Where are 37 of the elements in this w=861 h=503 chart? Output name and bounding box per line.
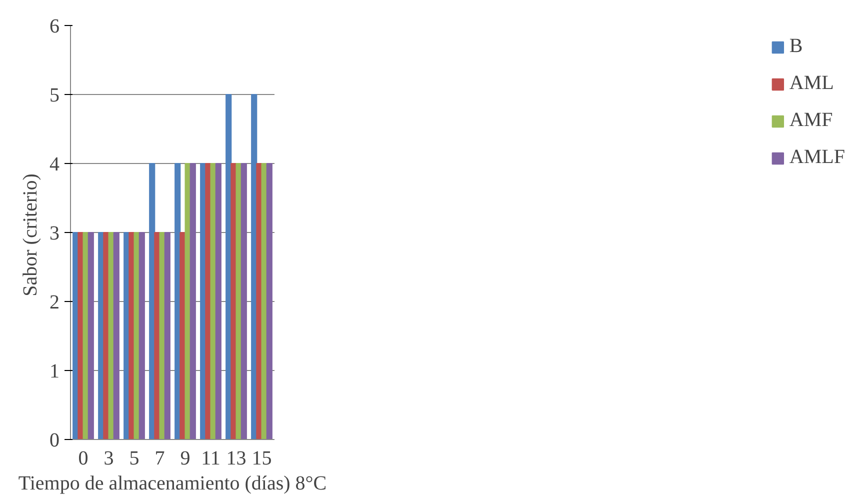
x-tick-label: 3 [104,448,114,470]
y-axis-title: Sabor (criterio) [20,174,42,296]
x-axis-title: Tiempo de almacenamiento (días) 8°C [18,472,327,494]
bar [154,232,160,440]
bar [113,232,120,440]
bar [88,232,94,440]
bar [180,232,186,440]
bar [103,232,110,440]
bar [205,163,212,440]
y-tick-label: 2 [50,292,60,314]
legend-label: AMF [789,109,833,132]
y-tick-label: 3 [50,222,60,244]
y-tick-label: 5 [50,84,60,106]
bar [240,163,247,440]
x-tick-label: 13 [226,448,246,470]
x-tick-label: 9 [180,448,190,470]
bar [230,163,237,440]
y-tick-label: 0 [50,430,60,452]
y-tick-label: 6 [50,16,60,38]
bar [128,232,135,440]
x-tick-label: 11 [201,448,220,470]
bar [164,232,170,440]
legend-label: AMLF [789,146,845,169]
bar [215,163,222,440]
x-tick-label: 0 [78,448,88,470]
bar [256,163,262,440]
legend-label: AML [789,72,834,95]
bar [138,232,145,440]
bar [78,232,84,440]
y-tick-label: 4 [50,154,60,176]
x-tick-label: 7 [154,448,165,470]
y-tick-label: 1 [50,360,60,382]
bar [190,163,196,440]
x-tick-label: 15 [252,448,272,470]
bar [266,163,272,440]
x-tick-label: 5 [129,448,140,470]
legend-label: B [789,35,804,58]
